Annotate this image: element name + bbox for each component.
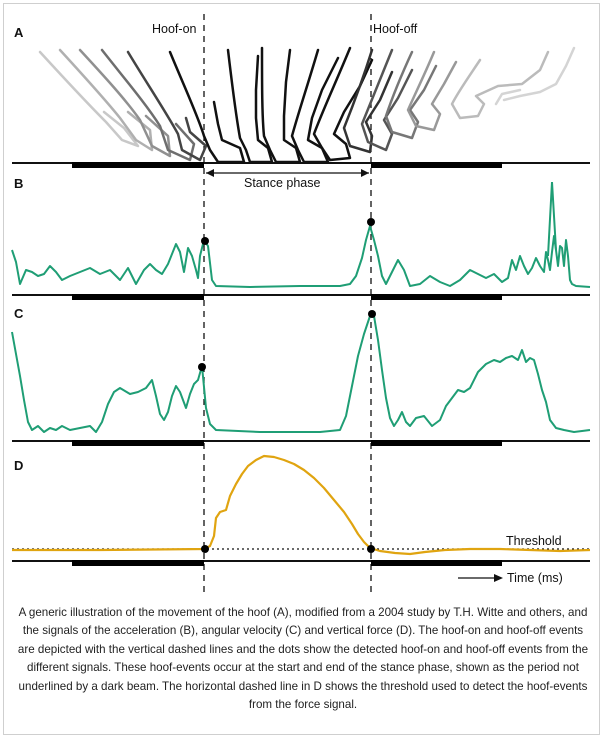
hoof-figure: A B C D Hoof-on Hoof-off bbox=[11, 14, 591, 592]
hoof-on-label: Hoof-on bbox=[152, 22, 197, 36]
hoof-movement-illustration bbox=[38, 46, 576, 164]
panel-b-label: B bbox=[14, 176, 23, 191]
stance-arrow-left-head bbox=[206, 169, 214, 177]
swing-beam-d-right bbox=[371, 560, 502, 566]
swing-beam-d-left bbox=[72, 560, 204, 566]
hoof-on-dot-d bbox=[201, 545, 209, 553]
swing-beam-a-left bbox=[72, 162, 204, 168]
swing-beam-a-right bbox=[371, 162, 502, 168]
swing-beam-b-left bbox=[72, 294, 204, 300]
panel-c-label: C bbox=[14, 306, 24, 321]
vertical-force-signal-line bbox=[12, 454, 591, 556]
hoof-off-dot-c bbox=[368, 310, 376, 318]
swing-beam-c-right bbox=[371, 440, 502, 446]
swing-beam-c-left bbox=[72, 440, 204, 446]
figure-frame bbox=[3, 3, 600, 735]
figure-caption: A generic illustration of the movement o… bbox=[17, 606, 589, 712]
hoof-off-label: Hoof-off bbox=[373, 22, 418, 36]
swing-beam-b-right bbox=[371, 294, 502, 300]
time-axis-label: Time (ms) bbox=[507, 571, 563, 585]
hoof-on-dot-c bbox=[198, 363, 206, 371]
acceleration-signal-line bbox=[11, 225, 591, 288]
panel-d-label: D bbox=[14, 458, 23, 473]
stance-arrow-right-head bbox=[361, 169, 369, 177]
stance-phase-label: Stance phase bbox=[244, 176, 320, 190]
hoof-on-dot-b bbox=[201, 237, 209, 245]
time-arrow-head bbox=[494, 574, 503, 582]
acceleration-spike bbox=[547, 181, 557, 257]
angular-velocity-signal-line bbox=[11, 315, 591, 433]
hoof-off-dot-b bbox=[367, 218, 375, 226]
hoof-off-dot-d bbox=[367, 545, 375, 553]
panel-a-label: A bbox=[14, 25, 24, 40]
threshold-label: Threshold bbox=[506, 534, 562, 548]
